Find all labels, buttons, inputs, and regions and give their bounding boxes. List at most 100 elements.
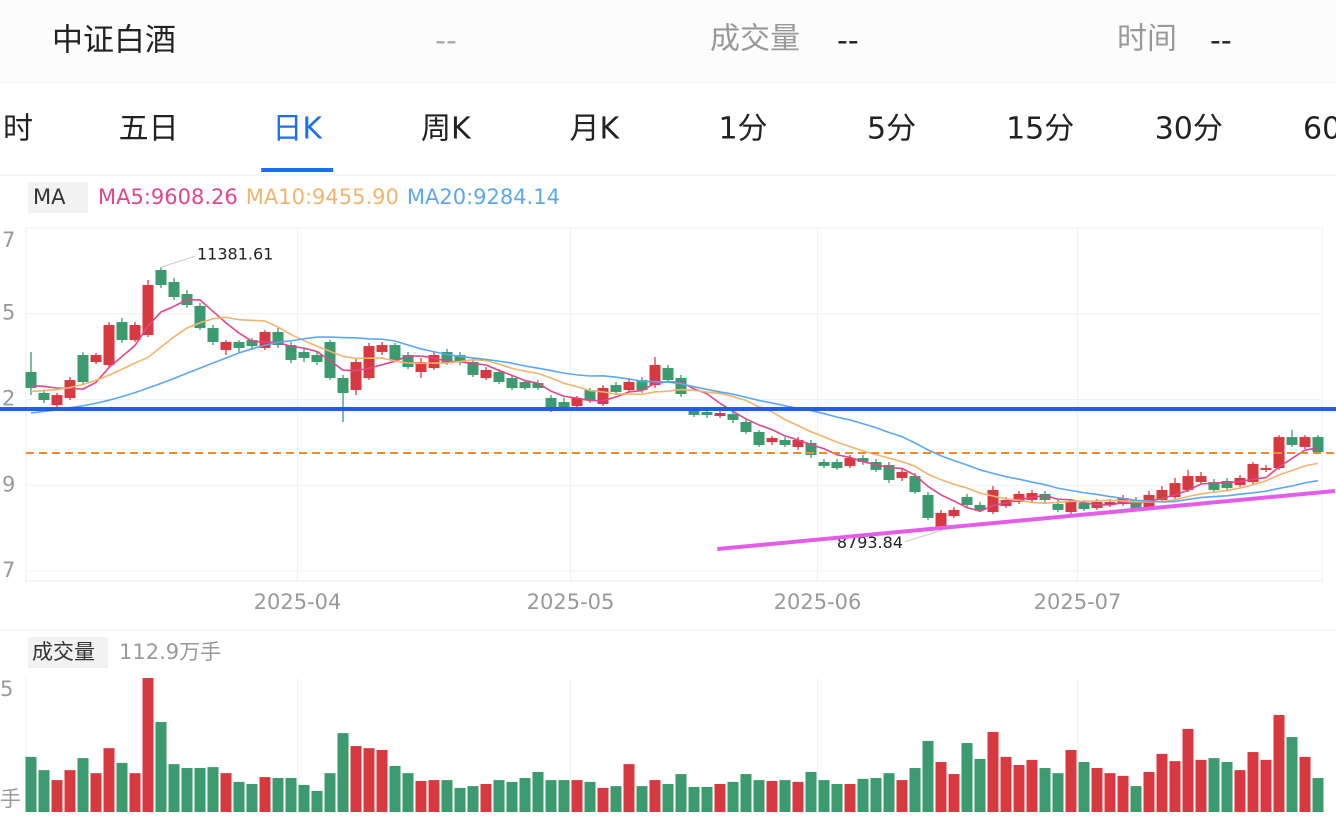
volume-bar xyxy=(441,780,453,812)
tab[interactable]: 周K xyxy=(421,112,472,147)
volume-bar xyxy=(1117,775,1129,812)
ma-line xyxy=(30,336,1319,503)
candle-body xyxy=(493,372,505,382)
volume-bar xyxy=(259,777,271,812)
volume-bar xyxy=(545,780,557,812)
legend-entry: MA10:9455.90 xyxy=(246,185,399,209)
volume-bar xyxy=(1052,773,1064,812)
candle-body xyxy=(298,351,310,358)
indicator-label: MA xyxy=(33,185,66,209)
volume-bar xyxy=(116,762,128,812)
candle-body xyxy=(675,378,687,395)
candle-body xyxy=(77,355,89,382)
tab[interactable]: 15分 xyxy=(1006,112,1074,147)
volume-bar xyxy=(454,787,466,812)
tab[interactable]: 日K xyxy=(272,112,323,147)
candle-body xyxy=(103,324,115,365)
candle-body xyxy=(194,305,206,329)
volume-bar xyxy=(922,740,934,812)
volume-bar xyxy=(142,678,154,812)
candle-body xyxy=(38,392,50,401)
candle-body xyxy=(597,387,609,404)
volume-bar xyxy=(779,780,791,812)
candle-body xyxy=(233,341,245,348)
candle-body xyxy=(376,345,388,352)
tab[interactable]: 30分 xyxy=(1155,112,1223,147)
volume-tick-label: 5 xyxy=(0,677,13,701)
legend-entry: MA20:9284.14 xyxy=(407,185,560,209)
volume-bar xyxy=(168,764,180,812)
volume-bar xyxy=(129,773,141,812)
volume-bar xyxy=(246,783,258,812)
legend-entry: MA5:9608.26 xyxy=(98,185,238,209)
candle-body xyxy=(623,381,635,391)
volume-bar xyxy=(883,773,895,812)
volume-bar xyxy=(25,756,37,812)
volume-bar xyxy=(558,780,570,812)
tab[interactable]: 月K xyxy=(570,112,621,147)
volume-bar xyxy=(311,790,323,812)
candle-body xyxy=(155,270,167,285)
candle-body xyxy=(1026,493,1038,500)
volume-bar xyxy=(831,783,843,812)
candle-body xyxy=(701,412,713,415)
candle-body xyxy=(766,437,778,443)
volume-bar xyxy=(532,771,544,812)
candle-body xyxy=(1182,476,1194,490)
annotation-leader xyxy=(160,255,196,268)
volume-bar xyxy=(818,780,830,812)
volume-bar xyxy=(337,733,349,812)
tab-bar: 时 五日 日K 周K 月K 1分 5分 15分 30分 60 xyxy=(3,112,1336,172)
candle-body xyxy=(974,504,986,510)
volume-bar xyxy=(298,784,310,812)
volume-bar xyxy=(506,781,518,812)
tab[interactable]: 五日 xyxy=(119,112,179,147)
volume-bar xyxy=(1312,778,1324,812)
candle-body xyxy=(441,351,453,364)
candle-body xyxy=(636,380,648,391)
candle-body xyxy=(753,431,765,445)
candle-body xyxy=(1104,501,1116,505)
candle-body xyxy=(805,442,817,455)
y-tick-label: 9 xyxy=(2,472,15,496)
candle-body xyxy=(285,345,297,361)
tab[interactable]: 1分 xyxy=(718,112,767,147)
candle-body xyxy=(779,440,791,445)
tab[interactable]: 时 xyxy=(3,112,33,147)
candle-body xyxy=(480,369,492,379)
candle-body xyxy=(831,461,843,468)
volume-bar xyxy=(1182,728,1194,812)
volume-bar xyxy=(675,774,687,812)
candle-body xyxy=(25,372,37,388)
volume-bar xyxy=(753,780,765,812)
volume-bar xyxy=(805,771,817,812)
x-tick-label: 2025-04 xyxy=(254,590,342,614)
volume-bar xyxy=(1000,756,1012,812)
volume-bar xyxy=(1286,737,1298,812)
candle-body xyxy=(948,509,960,517)
index-name: 中证白酒 xyxy=(52,23,176,59)
volume-bar xyxy=(194,768,206,812)
volume-bar xyxy=(584,781,596,812)
volume-bar xyxy=(1026,759,1038,812)
candle-body xyxy=(51,395,63,405)
candle-body xyxy=(259,332,271,348)
volume-bar xyxy=(701,787,713,812)
volume-bar xyxy=(896,780,908,812)
volume-bar xyxy=(935,762,947,812)
volume-bar xyxy=(1299,756,1311,812)
candle-body xyxy=(116,322,128,341)
volume-bar xyxy=(727,781,739,812)
annotation-leader xyxy=(904,530,942,543)
candle-body xyxy=(584,390,596,401)
tab[interactable]: 60 xyxy=(1303,112,1336,147)
candle-body xyxy=(467,362,479,375)
candle-body xyxy=(142,284,154,335)
candle-body xyxy=(207,328,219,342)
volume-bar xyxy=(1195,759,1207,812)
tab[interactable]: 5分 xyxy=(867,112,916,147)
candle-body xyxy=(1286,437,1298,445)
candle-body xyxy=(909,476,921,493)
volume-bar xyxy=(1273,715,1285,812)
